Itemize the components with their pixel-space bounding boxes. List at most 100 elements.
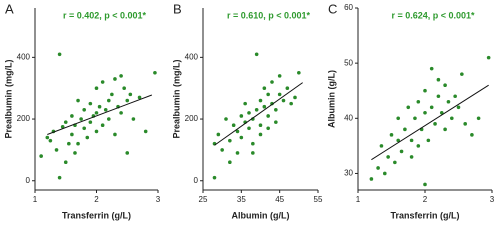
point [429, 66, 434, 71]
point [128, 92, 133, 97]
point [67, 141, 71, 146]
trend-line [214, 82, 303, 146]
point [94, 129, 99, 134]
y-tick-label: 40 [344, 113, 353, 122]
point [416, 99, 421, 104]
point [212, 175, 217, 180]
y-axis-label: Prealbumin (mg/L) [3, 59, 13, 138]
y-tick-label: 0 [194, 176, 199, 185]
point [423, 88, 427, 93]
point [396, 116, 401, 121]
point [228, 160, 232, 165]
x-tick-label: 3 [490, 195, 495, 204]
point [393, 160, 397, 165]
point [423, 182, 427, 187]
point [436, 77, 441, 82]
point [470, 133, 474, 137]
x-axis-label: Transferrin (g/L) [390, 210, 459, 220]
y-tick-label: 50 [344, 58, 353, 67]
point [446, 99, 451, 104]
point [119, 74, 123, 78]
point [254, 107, 259, 112]
y-tick-label: 0 [26, 176, 31, 185]
point [476, 116, 481, 121]
x-tick-label: 2 [423, 195, 428, 204]
point [251, 151, 255, 155]
point [262, 104, 267, 109]
point [79, 117, 83, 121]
point [274, 107, 278, 112]
point [131, 117, 136, 121]
point [57, 52, 62, 57]
point [76, 98, 80, 103]
panel-title: r = 0.610, p < 0.001* [227, 10, 311, 20]
point [386, 155, 390, 159]
point [281, 98, 286, 103]
point [60, 124, 65, 129]
point [88, 120, 93, 124]
point [73, 151, 77, 155]
point [409, 138, 414, 143]
point [456, 105, 461, 110]
point [289, 101, 293, 106]
point [63, 160, 68, 165]
point [262, 86, 267, 91]
panel-label: C [328, 1, 337, 16]
point [439, 110, 444, 115]
panel-title: r = 0.402, p < 0.001* [63, 10, 147, 20]
panel-label: B [173, 1, 182, 16]
trend-line [47, 94, 153, 135]
point [107, 98, 111, 103]
x-tick-label: 2 [94, 195, 99, 204]
point [258, 123, 263, 128]
y-axis-label: Prealbumin (mg/L) [171, 59, 181, 138]
point [251, 141, 255, 146]
point [247, 111, 251, 115]
point [293, 95, 297, 100]
point [463, 122, 468, 126]
point [57, 175, 62, 180]
point [239, 135, 244, 140]
y-tick-label: 400 [17, 52, 31, 61]
point [406, 105, 411, 110]
y-tick-label: 200 [185, 114, 199, 123]
point [70, 132, 74, 137]
point [433, 122, 437, 126]
point [436, 94, 441, 99]
point [137, 95, 142, 100]
x-tick-label: 45 [275, 195, 284, 204]
point [224, 117, 228, 121]
point [220, 148, 224, 152]
point [216, 132, 221, 137]
point [48, 138, 53, 143]
panel-label: A [5, 1, 14, 16]
point [450, 116, 454, 121]
point [76, 141, 80, 146]
point [63, 120, 68, 124]
x-tick-label: 25 [199, 195, 208, 204]
x-tick-label: 3 [156, 195, 161, 204]
point [443, 83, 447, 88]
point [113, 132, 117, 137]
y-tick-label: 200 [17, 114, 31, 123]
point [486, 55, 491, 60]
point [266, 114, 270, 118]
point [383, 171, 387, 176]
point [107, 117, 111, 121]
point [97, 104, 102, 109]
x-tick-label: 1 [356, 195, 361, 204]
point [54, 148, 59, 152]
point [94, 86, 99, 91]
point [228, 138, 232, 143]
point [258, 132, 263, 137]
point [125, 98, 130, 103]
point [277, 74, 282, 78]
point [379, 144, 384, 148]
point [122, 86, 126, 91]
point [285, 86, 290, 91]
y-tick-label: 60 [344, 3, 353, 12]
point [110, 92, 114, 97]
panel-title: r = 0.624, p < 0.001* [391, 10, 475, 20]
point [254, 52, 259, 57]
